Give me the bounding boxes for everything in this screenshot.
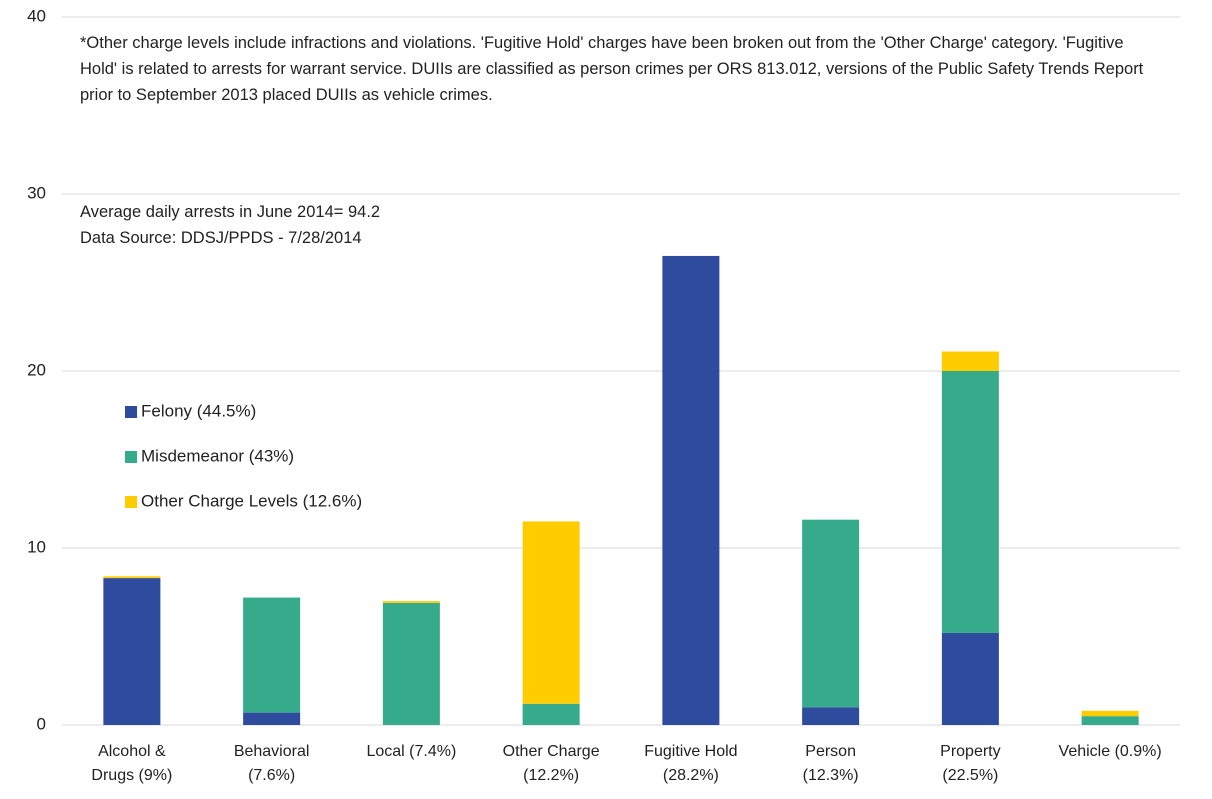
y-tick-label: 10 (27, 537, 46, 556)
bar-segment (243, 597, 301, 713)
legend-label: Other Charge Levels (12.6%) (141, 491, 362, 510)
bar-segment (941, 632, 999, 725)
legend-swatch (125, 451, 137, 463)
bar-segment (522, 703, 580, 725)
x-tick-label: Fugitive Hold (28.2%) (644, 743, 738, 784)
x-tick-label: Alcohol & Drugs (9%) (91, 743, 173, 784)
bar-segment (802, 519, 860, 708)
legend-swatch (125, 496, 137, 508)
x-tick-label: Property (22.5%) (940, 743, 1001, 784)
bar-segment (1081, 710, 1139, 717)
bar-segment (243, 712, 301, 725)
legend-label: Felony (44.5%) (141, 401, 256, 420)
bar-segment (662, 255, 720, 725)
bar-segment (382, 602, 440, 725)
y-tick-label: 30 (27, 183, 46, 202)
bar-segment (103, 576, 161, 579)
annotation: Average daily arrests in June 2014= 94.2 (80, 203, 381, 221)
x-tick-label: Other Charge (12.2%) (502, 743, 600, 784)
bar-segment (802, 707, 860, 725)
y-tick-label: 20 (27, 360, 46, 379)
legend-swatch (125, 406, 137, 418)
legend-label: Misdemeanor (43%) (141, 446, 294, 465)
annotation: Data Source: DDSJ/PPDS - 7/28/2014 (80, 229, 362, 247)
bar-segment (522, 521, 580, 704)
bar-segment (103, 578, 161, 725)
bar-segment (382, 601, 440, 603)
bar-segment (1081, 716, 1139, 725)
y-tick-label: 40 (27, 6, 46, 25)
x-tick-label: Vehicle (0.9%) (1058, 743, 1162, 760)
chart-note: *Other charge levels include infractions… (80, 34, 1144, 104)
x-tick-label: Local (7.4%) (366, 743, 457, 760)
bar-segment (941, 351, 999, 371)
y-tick-label: 0 (37, 714, 46, 733)
bar-segment (941, 371, 999, 633)
x-tick-label: Behavioral (7.6%) (233, 743, 310, 784)
x-tick-label: Person (12.3%) (802, 743, 859, 784)
